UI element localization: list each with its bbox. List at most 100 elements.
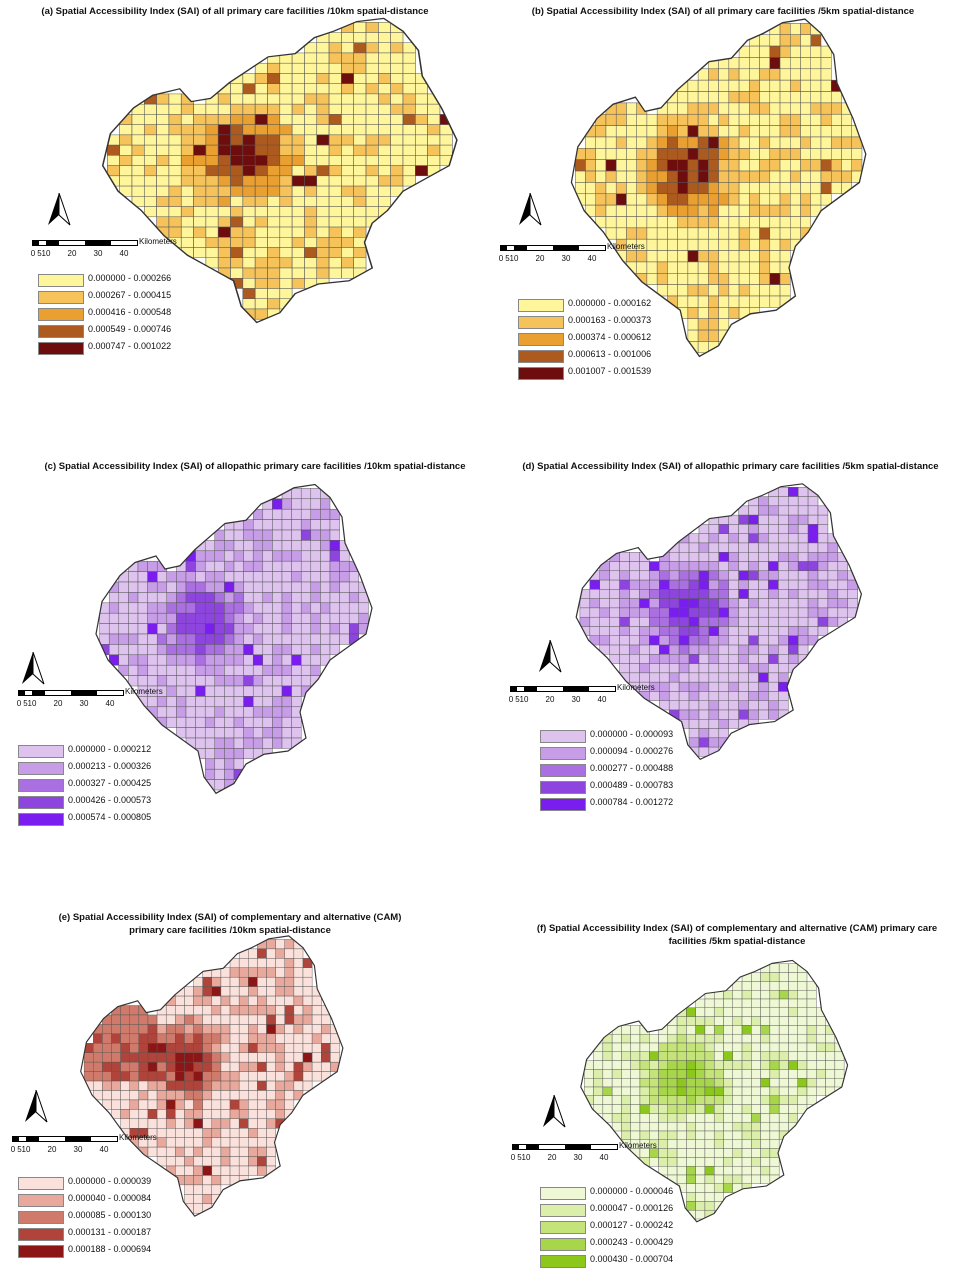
map-cell: [626, 125, 637, 138]
map-cell: [156, 1109, 167, 1120]
map-cell: [688, 570, 700, 581]
map-cell: [304, 247, 318, 258]
map-cell: [749, 148, 760, 160]
map-cell: [741, 1104, 752, 1114]
map-cell: [698, 728, 710, 739]
map-cell: [147, 675, 158, 687]
map-cell: [697, 261, 709, 274]
map-cell: [621, 1069, 631, 1079]
map-cell: [704, 1095, 715, 1105]
map-cell: [758, 709, 769, 720]
map-cell: [311, 1043, 322, 1053]
legend-label: 0.000000 - 0.000212: [68, 744, 152, 754]
map-cell: [281, 644, 292, 656]
map-cell: [807, 533, 819, 544]
map-cell: [748, 644, 759, 655]
map-cell: [688, 533, 700, 544]
map-cell: [291, 103, 305, 115]
map-cell: [224, 664, 235, 676]
map-cell: [243, 560, 254, 572]
map-cell: [230, 226, 244, 238]
map-cell: [111, 1033, 121, 1044]
map-cell: [233, 623, 244, 635]
map-cell: [266, 1109, 276, 1120]
map-cell: [281, 508, 292, 520]
map-cell: [728, 284, 740, 297]
map-cell: [242, 103, 256, 115]
map-cell: [810, 68, 822, 81]
map-cell: [639, 654, 650, 664]
map-cell: [279, 155, 293, 166]
map-cell: [718, 552, 729, 562]
map-cell: [797, 589, 809, 599]
map-cell: [728, 589, 739, 599]
map-cell: [639, 579, 650, 590]
map-cell: [629, 672, 640, 683]
map-cell: [609, 644, 620, 655]
map-cell: [585, 159, 596, 172]
map-cell: [759, 68, 771, 81]
map-cell: [378, 196, 391, 207]
map-cell: [723, 1077, 733, 1088]
map-cell: [168, 165, 182, 177]
map-cell: [120, 1043, 130, 1053]
map-cell: [668, 589, 680, 599]
map-cell: [758, 579, 769, 590]
map-cell: [797, 514, 809, 525]
map-cell: [686, 1183, 696, 1193]
map-cell: [779, 238, 791, 251]
map-cell: [390, 52, 404, 64]
scale-tick-label: 40: [597, 695, 607, 704]
map-cell: [769, 284, 781, 297]
map-cell: [365, 62, 379, 74]
map-cell: [193, 226, 207, 238]
map-cell: [668, 579, 680, 590]
map-cell: [797, 505, 809, 516]
map-cell: [677, 102, 689, 115]
map-cell: [639, 1033, 650, 1044]
map-cell: [800, 204, 811, 217]
map-cell: [668, 561, 680, 572]
map-cell: [267, 165, 281, 177]
map-cell: [667, 204, 678, 217]
map-cell: [291, 155, 305, 166]
map-cell: [378, 114, 391, 125]
map-cell: [708, 204, 719, 217]
map-cell: [687, 159, 699, 172]
map-cell: [230, 257, 244, 269]
map-cell: [304, 175, 318, 187]
map-cell: [830, 148, 842, 160]
map-cell: [214, 560, 225, 572]
map-cell: [676, 1077, 687, 1088]
map-cell: [310, 654, 321, 666]
map-cell: [698, 607, 710, 618]
map-cell: [678, 561, 690, 572]
map-cell: [137, 571, 148, 583]
map-cell: [224, 581, 235, 593]
map-cell: [810, 113, 822, 126]
scale-tick-label: 40: [99, 1145, 109, 1154]
map-cell: [656, 216, 668, 229]
map-cell: [229, 967, 240, 978]
legend-label: 0.000416 - 0.000548: [88, 307, 172, 317]
map-cell: [300, 571, 312, 583]
map-cell: [713, 1060, 724, 1070]
map-cell: [621, 1104, 631, 1114]
map-cell: [749, 102, 760, 115]
map-cell: [175, 1080, 185, 1091]
map-cell: [658, 1121, 669, 1132]
map-cell: [636, 227, 648, 240]
map-cell: [279, 185, 293, 197]
map-cell: [723, 1157, 733, 1167]
legend-swatch: [18, 1177, 64, 1190]
map-cell: [275, 1024, 285, 1035]
map-cell: [748, 635, 759, 646]
map-cell: [242, 134, 256, 146]
map-cell: [220, 1005, 231, 1016]
legend-swatch: [540, 747, 586, 760]
map-cell: [697, 159, 709, 172]
map-cell: [279, 62, 293, 74]
map-cell: [118, 633, 129, 645]
map-cell: [593, 1077, 604, 1088]
legend-swatch: [540, 1204, 586, 1217]
